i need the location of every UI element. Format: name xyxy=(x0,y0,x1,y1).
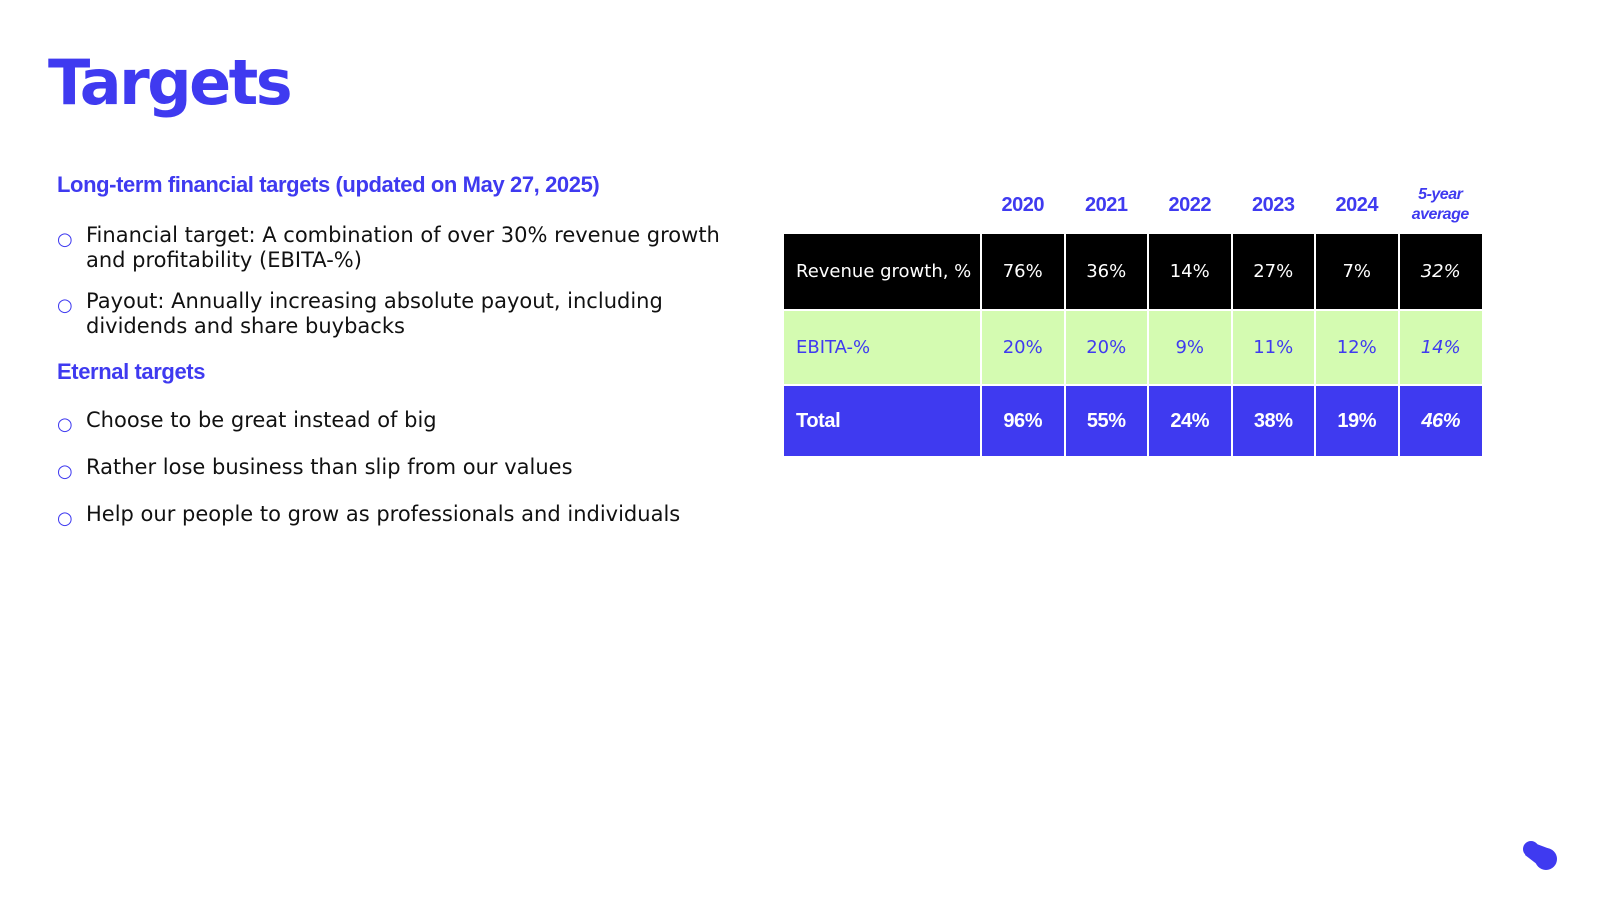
average-header-line2: average xyxy=(1411,206,1470,223)
list-item-text: Choose to be great instead of big xyxy=(86,408,437,432)
table-cell: 55% xyxy=(1063,384,1148,456)
list-item: ○ Rather lose business than slip from ou… xyxy=(57,455,737,482)
financial-targets-heading: Long-term financial targets (updated on … xyxy=(57,172,600,197)
table-cell: 38% xyxy=(1230,384,1315,456)
header-year: 2020 xyxy=(1001,193,1045,216)
list-item: ○ Payout: Annually increasing absolute p… xyxy=(57,289,737,339)
average-header-line1: 5-year xyxy=(1418,186,1463,203)
targets-text-column: Long-term financial targets (updated on … xyxy=(57,172,737,549)
bullet-circle-icon: ○ xyxy=(57,295,73,316)
row-label: Total xyxy=(784,384,981,456)
row-label: EBITA-% xyxy=(784,309,981,385)
list-item-text: Financial target: A combination of over … xyxy=(86,223,720,272)
table-cell: 27% xyxy=(1230,234,1315,310)
row-label: Revenue growth, % xyxy=(784,234,981,310)
table-cell: 76% xyxy=(980,234,1065,310)
table-cell: 96% xyxy=(980,384,1065,456)
financial-targets-list: ○ Financial target: A combination of ove… xyxy=(57,223,737,339)
table-cell: 24% xyxy=(1147,384,1232,456)
list-item: ○ Help our people to grow as professiona… xyxy=(57,502,737,529)
list-item-text: Rather lose business than slip from our … xyxy=(86,455,573,479)
header-five-year-average: 5-year average xyxy=(1399,176,1483,234)
table-row-ebita: EBITA-% 20% 20% 9% 11% 12% 14% xyxy=(784,309,1482,385)
average-cell: 14% xyxy=(1397,309,1482,385)
table-cell: 11% xyxy=(1230,309,1315,385)
list-item: ○ Choose to be great instead of big xyxy=(57,408,737,435)
page-title: Targets xyxy=(48,46,293,119)
table-header-row: 2020 2021 2022 2023 2024 5-year average xyxy=(784,176,1482,234)
table-cell: 9% xyxy=(1147,309,1232,385)
header-year: 2023 xyxy=(1252,193,1295,216)
eternal-targets-heading: Eternal targets xyxy=(57,359,206,384)
table-row-revenue-growth: Revenue growth, % 76% 36% 14% 27% 7% 32% xyxy=(784,234,1482,310)
list-item-text: Help our people to grow as professionals… xyxy=(86,502,681,526)
targets-table-container: 2020 2021 2022 2023 2024 5-year average … xyxy=(784,176,1482,456)
list-item: ○ Financial target: A combination of ove… xyxy=(57,223,737,273)
table-cell: 14% xyxy=(1147,234,1232,310)
header-year: 2022 xyxy=(1168,193,1212,216)
table-row-total: Total 96% 55% 24% 38% 19% 46% xyxy=(784,384,1482,456)
average-cell: 46% xyxy=(1397,384,1482,456)
table-cell: 36% xyxy=(1063,234,1148,310)
header-year: 2021 xyxy=(1085,193,1128,216)
table-cell: 12% xyxy=(1314,309,1399,385)
list-item-text: Payout: Annually increasing absolute pay… xyxy=(86,289,663,338)
bullet-circle-icon: ○ xyxy=(57,414,73,435)
bullet-circle-icon: ○ xyxy=(57,508,73,529)
table-cell: 7% xyxy=(1314,234,1399,310)
eternal-targets-list: ○ Choose to be great instead of big ○ Ra… xyxy=(57,408,737,529)
table-cell: 19% xyxy=(1314,384,1399,456)
header-empty-cell xyxy=(784,176,981,234)
header-year: 2024 xyxy=(1335,193,1379,216)
table-cell: 20% xyxy=(1063,309,1148,385)
bullet-circle-icon: ○ xyxy=(57,461,73,482)
targets-table: 2020 2021 2022 2023 2024 5-year average … xyxy=(784,176,1482,456)
bullet-circle-icon: ○ xyxy=(57,229,73,250)
brand-logo-icon xyxy=(1523,841,1557,870)
table-cell: 20% xyxy=(980,309,1065,385)
average-cell: 32% xyxy=(1397,234,1482,310)
